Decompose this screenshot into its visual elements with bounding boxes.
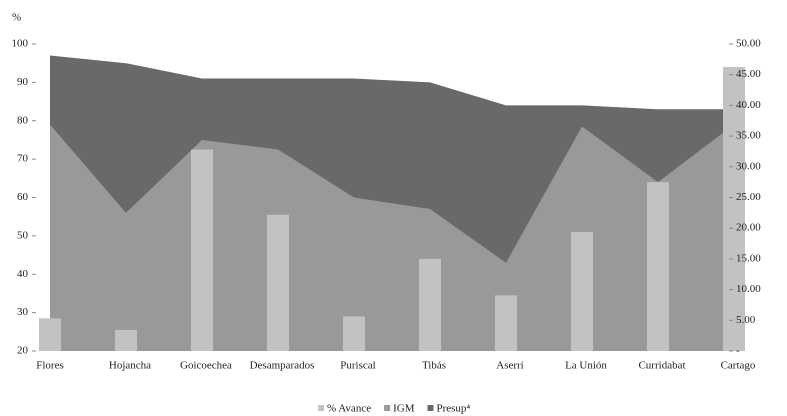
x-tick-label: Hojancha: [109, 360, 151, 372]
y-tick-label: 20: [17, 345, 29, 357]
y2-tick-label: 20.00: [736, 222, 761, 234]
y-axis-label: %: [12, 12, 21, 24]
y2-tick-label: 35.00: [736, 130, 761, 142]
x-tick-label: Goicoechea: [180, 360, 232, 372]
bar: [267, 214, 289, 351]
bar: [115, 329, 137, 351]
legend-swatch: [384, 405, 391, 411]
area: [50, 124, 734, 352]
legend-label: IGM: [393, 403, 415, 415]
y-tick-label: 90: [17, 76, 29, 88]
y-tick-label: 60: [17, 191, 29, 203]
x-tick-label: Aserrí: [496, 360, 524, 372]
y2-tick-label: 40.00: [736, 99, 761, 111]
bar: [571, 232, 593, 351]
bar: [495, 295, 517, 351]
y2-tick-label: 50.00: [736, 38, 761, 50]
bar: [723, 67, 745, 352]
bar: [419, 258, 441, 351]
y2-tick-label: 5.00: [736, 314, 756, 326]
x-tick-label: Tibás: [422, 360, 446, 372]
x-tick-label: Puriscal: [340, 360, 375, 372]
y2-tick-label: 10.00: [736, 283, 761, 295]
legend-label: % Avance: [327, 403, 371, 415]
y-tick-label: 40: [17, 268, 29, 280]
y-tick-label: 70: [17, 153, 29, 165]
bar: [647, 182, 669, 351]
x-tick-label: Flores: [36, 360, 64, 372]
bar: [343, 316, 365, 351]
y-tick-label: 50: [17, 229, 29, 241]
y2-tick-label: -: [736, 345, 740, 357]
bar: [191, 149, 213, 351]
legend-swatch: [427, 405, 434, 411]
x-tick-label: Curridabat: [638, 360, 685, 372]
y2-tick-label: 30.00: [736, 160, 761, 172]
y2-tick-label: 15.00: [736, 252, 761, 264]
y-tick-label: 30: [17, 306, 29, 318]
x-tick-label: Cartago: [721, 360, 756, 372]
y-tick-label: 100: [12, 38, 29, 50]
legend-swatch: [318, 405, 324, 411]
y2-tick-label: 45.00: [736, 68, 761, 80]
legend-label: Presup⁴: [436, 403, 470, 415]
x-tick-label: Desamparados: [250, 360, 315, 372]
bar: [39, 318, 61, 351]
y2-tick-label: 25.00: [736, 191, 761, 203]
x-tick-label: La Unión: [565, 360, 607, 372]
y-tick-label: 80: [17, 114, 29, 126]
